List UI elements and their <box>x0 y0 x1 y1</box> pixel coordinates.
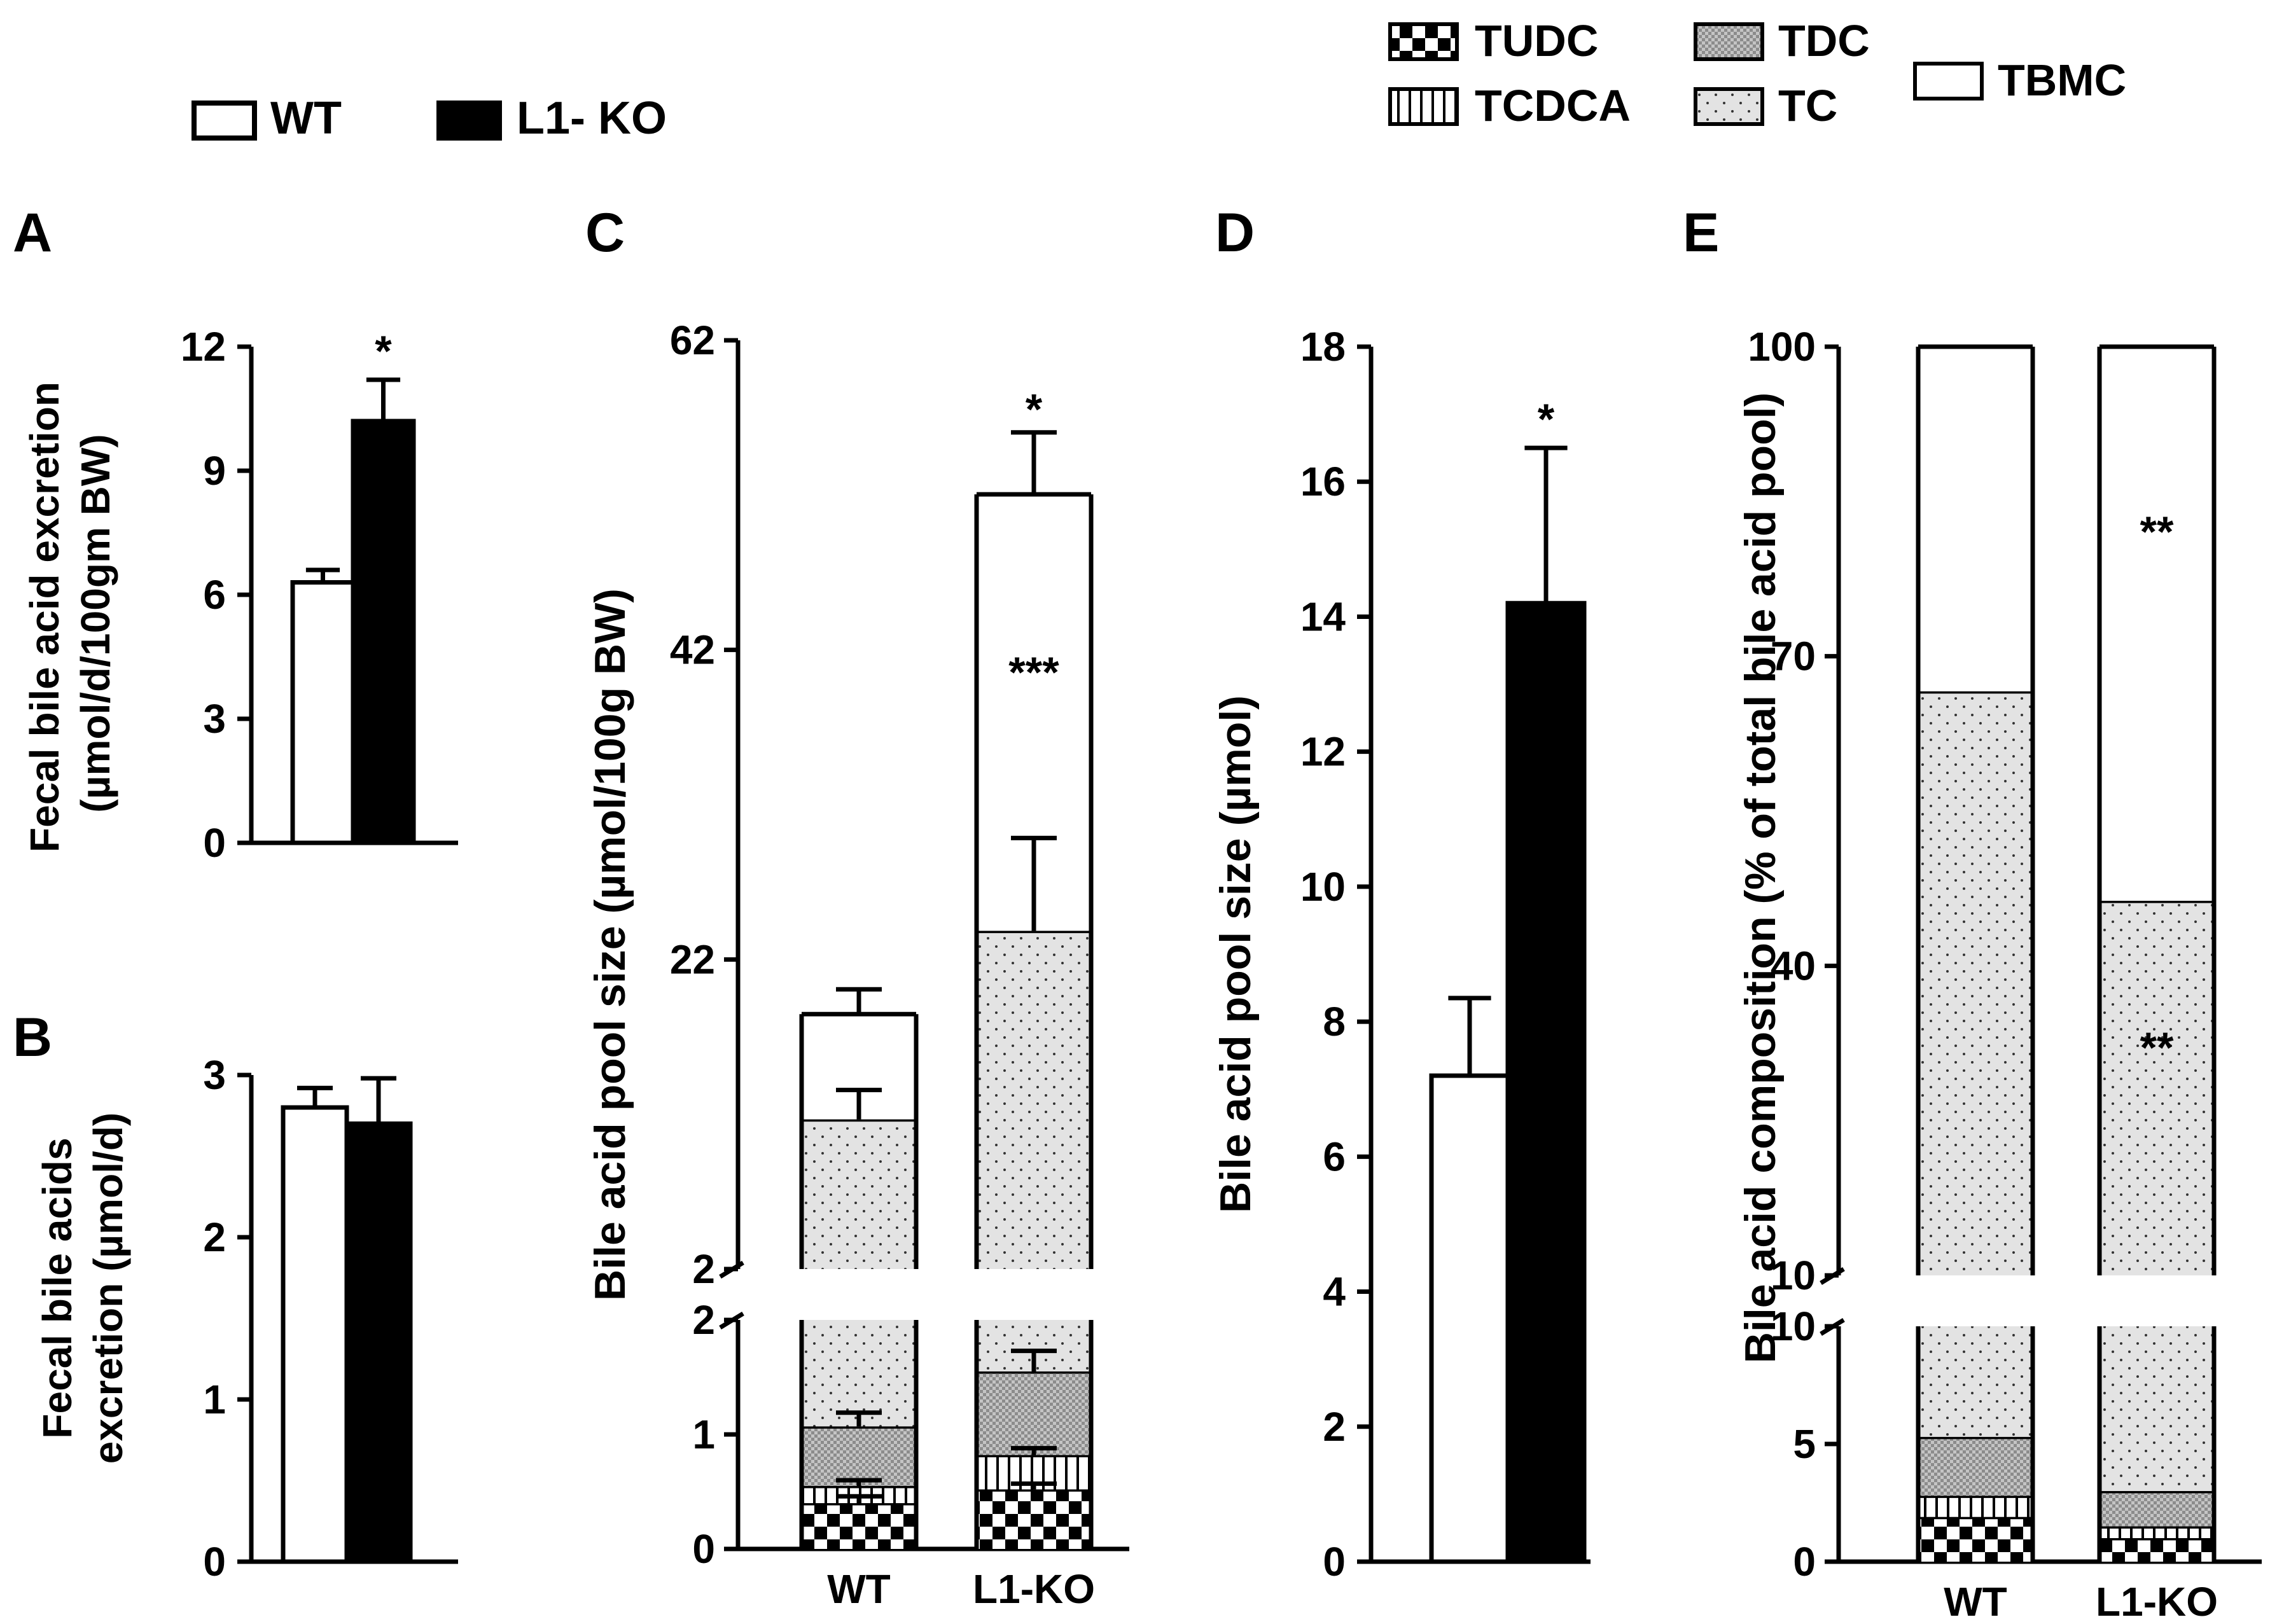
panel-e-l1-ko-tudc-segment-lower <box>2099 1538 2214 1562</box>
panel-e-lower-y-tick-label: 5 <box>1793 1421 1816 1467</box>
panel-e-x-tick-label: L1-KO <box>2096 1579 2218 1624</box>
panel-a-ylabel-line2: (µmol/d/100gm BW) <box>73 434 118 812</box>
panel-d-y-tick-label: 0 <box>1323 1539 1346 1585</box>
panel-b-y-tick-label: 3 <box>203 1052 226 1098</box>
legend-wt-label: WT <box>270 93 342 144</box>
panel-c-wt-tudc-segment-lower <box>802 1503 916 1549</box>
white-box-icon <box>191 101 257 141</box>
panel-letter-d: D <box>1215 202 1255 263</box>
legend-tdc-label: TDC <box>1778 16 1870 66</box>
panel-a-bar-l1-ko <box>351 419 416 845</box>
panel-b-bar-l1-ko <box>344 1121 413 1564</box>
panel-c-upper-y-tick-label: 22 <box>670 936 715 982</box>
panel-e-ylabel: Bile acid composition (% of total bile a… <box>1736 392 1785 1363</box>
panel-a-ylabel-line1: Fecal bile acid excretion <box>22 382 67 852</box>
panel-e-wt-tcdca-segment-lower <box>1918 1496 2033 1517</box>
panel-b-y-tick-label: 2 <box>203 1214 226 1260</box>
panel-e-significance: ** <box>2140 1024 2174 1072</box>
panel-c-significance: *** <box>1008 648 1059 697</box>
panel-e-upper-y-tick-label: 10 <box>1771 1253 1816 1298</box>
panel-d-y-tick-label: 18 <box>1300 324 1346 370</box>
panel-e-wt-tudc-segment-lower <box>1918 1516 2033 1562</box>
panel-c-upper-y-tick-label: 2 <box>692 1246 715 1292</box>
legend-tcdca-label: TCDCA <box>1475 81 1631 130</box>
panel-e-upper-y-tick-label: 70 <box>1771 634 1816 679</box>
legend-tbmc-label: TBMC <box>1998 55 2126 105</box>
panel-c-upper-y-tick-label: 62 <box>670 317 715 363</box>
dotted-pattern-icon <box>1694 87 1764 126</box>
panel-e-upper-y-tick-label: 40 <box>1771 943 1816 989</box>
legend-tudc-label: TUDC <box>1475 16 1598 66</box>
legend-ko-label: L1- KO <box>517 93 667 144</box>
panel-e-upper-y-tick-label: 100 <box>1748 324 1816 370</box>
panel-b-ylabel-line2: excretion (µmol/d) <box>85 1113 131 1464</box>
panel-e-lower-y-tick-label: 0 <box>1793 1539 1816 1585</box>
panel-letter-c: C <box>585 202 625 263</box>
panel-e-l1-ko-tc-segment-lower <box>2099 1326 2214 1491</box>
panel-letter-e: E <box>1683 202 1719 263</box>
panel-c-x-tick-label: L1-KO <box>973 1566 1095 1612</box>
panel-c-wt-tc-segment-upper <box>802 1119 916 1269</box>
panel-d-bar-wt <box>1429 1073 1510 1564</box>
panel-d-y-tick-label: 4 <box>1323 1269 1346 1315</box>
panel-d-y-tick-label: 2 <box>1323 1404 1346 1450</box>
panel-d-y-tick-label: 16 <box>1300 459 1346 504</box>
panel-c-significance: * <box>1026 385 1043 434</box>
panel-a-y-tick-label: 0 <box>203 820 226 866</box>
panel-c-ylabel: Bile acid pool size (µmol/100g BW) <box>586 588 634 1301</box>
panel-c-lower-y-tick-label: 2 <box>692 1297 715 1343</box>
vertical-lines-pattern-icon <box>1388 87 1459 126</box>
panel-c-wt-tdc-segment-lower <box>802 1426 916 1486</box>
panel-d-y-tick-label: 14 <box>1300 593 1346 639</box>
panel-e-lower-y-tick-label: 10 <box>1771 1303 1816 1349</box>
panel-c-l1-ko-tc-segment-upper <box>977 931 1091 1269</box>
panel-a-y-tick-label: 12 <box>181 324 226 370</box>
panel-c-lower-y-tick-label: 1 <box>692 1412 715 1457</box>
panel-c-wt-tc-segment-lower <box>802 1320 916 1427</box>
panel-d-significance: * <box>1538 395 1555 443</box>
black-box-icon <box>436 101 502 141</box>
legend-groups: WT L1- KO <box>191 93 667 144</box>
panel-b-bar-wt <box>281 1105 349 1564</box>
panel-b-y-tick-label: 0 <box>203 1539 226 1585</box>
panel-c-x-tick-label: WT <box>827 1566 891 1612</box>
panel-c-lower-y-tick-label: 0 <box>692 1526 715 1572</box>
panel-a-y-tick-label: 9 <box>203 448 226 494</box>
panel-letter-b: B <box>13 1007 52 1068</box>
crosshatch-gray-pattern-icon <box>1694 22 1764 61</box>
panel-e-l1-ko-tdc-segment-lower <box>2099 1491 2214 1527</box>
panel-e-wt-tbmc-segment-upper <box>1918 347 2033 691</box>
panel-e-l1-ko-tbmc-segment-upper <box>2099 347 2214 901</box>
panel-b-y-tick-label: 1 <box>203 1377 226 1422</box>
panel-e-x-tick-label: WT <box>1944 1579 2007 1624</box>
panel-e-l1-ko-tcdca-segment-lower <box>2099 1526 2214 1538</box>
panel-c-upper-y-tick-label: 42 <box>670 627 715 673</box>
panel-d-bar-l1-ko <box>1505 600 1587 1564</box>
panel-a-y-tick-label: 6 <box>203 572 226 618</box>
panel-a-bar-wt <box>290 580 356 845</box>
panel-d-y-tick-label: 12 <box>1300 729 1346 775</box>
legend-species: TUDC TCDCA TDC TC TBMC <box>1388 16 2126 130</box>
panel-d-y-tick-label: 6 <box>1323 1134 1346 1179</box>
legend-tc-label: TC <box>1778 81 1837 130</box>
panel-c-l1-ko-tudc-segment-lower <box>977 1489 1091 1549</box>
panel-d-y-tick-label: 8 <box>1323 999 1346 1044</box>
panel-b-ylabel-line1: Fecal bile acids <box>34 1137 80 1438</box>
panel-e-wt-tc-segment-upper <box>1918 691 2033 1275</box>
panel-c-l1-ko-tdc-segment-lower <box>977 1371 1091 1455</box>
panel-e-significance: ** <box>2140 508 2174 556</box>
white-box-icon <box>1913 62 1984 101</box>
checker-pattern-icon <box>1388 22 1459 61</box>
panel-a-significance: * <box>375 327 392 375</box>
panel-e-wt-tdc-segment-lower <box>1918 1436 2033 1496</box>
panel-letter-a: A <box>13 202 52 263</box>
panel-d-y-tick-label: 10 <box>1300 864 1346 910</box>
panel-a-y-tick-label: 3 <box>203 696 226 742</box>
panel-e-l1-ko-tc-segment-upper <box>2099 901 2214 1275</box>
panel-e-wt-tc-segment-lower <box>1918 1326 2033 1437</box>
panel-d-ylabel: Bile acid pool size (µmol) <box>1211 695 1260 1213</box>
